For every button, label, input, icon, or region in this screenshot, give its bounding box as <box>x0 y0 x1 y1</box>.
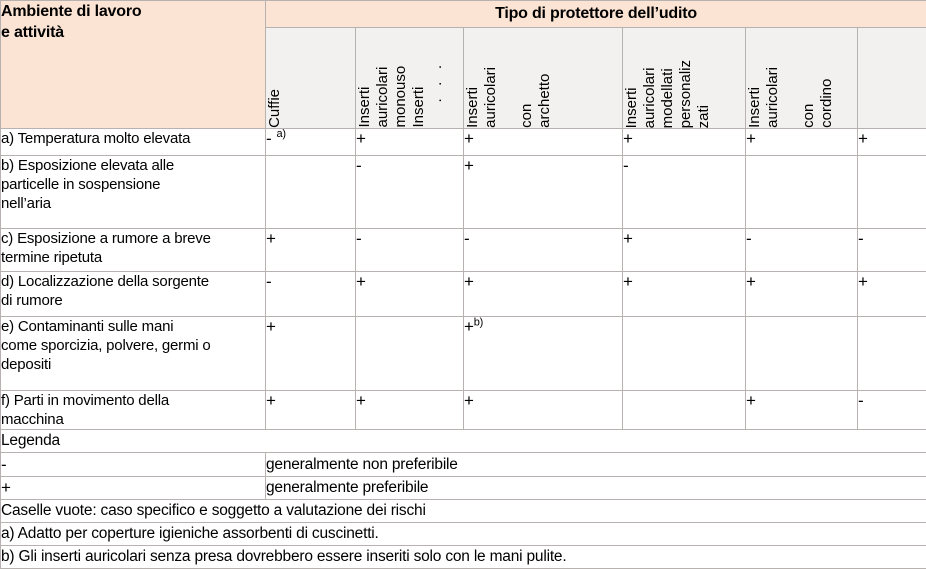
cell-a-modellati: + <box>622 128 746 156</box>
col-header-inserti-auricolari-con-cordino: Inserti auricolari con cordino <box>745 27 858 129</box>
cell-d-monouso: + <box>355 271 464 317</box>
legend-row-plus: + generalmente preferibile <box>0 476 926 500</box>
legend-symbol-minus: - <box>0 452 266 477</box>
cell-f-cuffie: + <box>265 390 356 430</box>
cell-b-empty-col <box>856 155 926 229</box>
col-header-inserti-auricolari-con-archetto: Inserti auricolari con archetto <box>463 27 623 129</box>
row-a-label: a) Temperatura molto elevata <box>0 128 266 156</box>
header-row-protectors: Cuffie Inserti auricolari monouso Insert… <box>1 27 926 129</box>
cell-b-monouso: - <box>355 155 464 229</box>
footnote-a: a) Adatto per coperture igieniche assorb… <box>0 522 926 546</box>
col-header-modellati-label: Inserti auricolari modellati personaliz … <box>623 59 713 128</box>
cell-a-empty-col: + <box>856 128 926 156</box>
row-f-label: f) Parti in movimento della macchina <box>0 390 266 430</box>
cell-c-modellati: + <box>622 228 746 272</box>
footnote-marker-a: a) <box>276 128 286 141</box>
empty-cells-note-row: Caselle vuote: caso specifico e soggetto… <box>0 499 926 523</box>
table-row-a: a) Temperatura molto elevata - a) + + + +… <box>0 128 926 156</box>
cell-a-cordino: + <box>745 128 858 156</box>
footnote-b-row: b) Gli inserti auricolari senza presa do… <box>0 545 926 569</box>
table-row-e: e) Contaminanti sulle mani come sporcizi… <box>0 316 926 391</box>
cell-b-cuffie <box>265 155 356 229</box>
cell-e-modellati <box>622 316 746 391</box>
col-header-empty <box>856 27 926 129</box>
cell-e-empty-col <box>856 316 926 391</box>
row-c-label: c) Esposizione a rumore a breve termine … <box>0 228 266 272</box>
col-header-monouso-label: Inserti auricolari monouso Inserti . . . <box>356 65 446 128</box>
empty-cells-note: Caselle vuote: caso specifico e soggetto… <box>0 499 926 523</box>
row-e-label: e) Contaminanti sulle mani come sporcizi… <box>0 316 266 391</box>
corner-header-ambiente-di-lavoro: Ambiente di lavoro e attività <box>0 0 266 129</box>
legend-meaning-plus: generalmente preferibile <box>264 476 926 500</box>
col-header-cordino-label: Inserti auricolari con cordino <box>746 67 836 128</box>
legend-meaning-minus: generalmente non preferibile <box>264 452 926 477</box>
cell-b-archetto: + <box>463 155 623 229</box>
col-header-cuffie-label: Cuffie <box>266 89 284 128</box>
group-header-tipo-di-protettore: Tipo di protettore dell’udito <box>264 0 926 28</box>
cell-d-modellati: + <box>622 271 746 317</box>
cell-d-cuffie: - <box>265 271 356 317</box>
cell-f-archetto: + <box>463 390 623 430</box>
cell-d-empty-col: + <box>856 271 926 317</box>
cell-d-cordino: + <box>745 271 858 317</box>
cell-f-modellati <box>622 390 746 430</box>
col-header-inserti-auricolari-modellati-personalizzati: Inserti auricolari modellati personaliz … <box>622 27 746 129</box>
cell-f-empty-col: - <box>856 390 926 430</box>
legend-title-row: Legenda <box>0 429 926 453</box>
cell-e-cordino <box>745 316 858 391</box>
legend-title: Legenda <box>0 429 926 453</box>
cell-f-monouso: + <box>355 390 464 430</box>
table-row-b: b) Esposizione elevata alle particelle i… <box>0 155 926 229</box>
table-row-c: c) Esposizione a rumore a breve termine … <box>0 228 926 272</box>
row-b-label: b) Esposizione elevata alle particelle i… <box>0 155 266 229</box>
header-row-top: Ambiente di lavoro e attività Tipo di pr… <box>0 0 926 129</box>
cell-a-monouso: + <box>355 128 464 156</box>
cell-b-cordino <box>745 155 858 229</box>
cell-a-cuffie: - a) <box>265 128 356 156</box>
cell-c-empty-col: - <box>856 228 926 272</box>
legend-symbol-plus: + <box>0 476 266 500</box>
col-header-cuffie: Cuffie <box>265 27 356 129</box>
legend-row-minus: - generalmente non preferibile <box>0 452 926 477</box>
col-header-archetto-label: Inserti auricolari con archetto <box>464 67 554 128</box>
cell-e-monouso <box>355 316 464 391</box>
cell-c-monouso: - <box>355 228 464 272</box>
cell-e-cuffie: + <box>265 316 356 391</box>
cell-b-modellati: - <box>622 155 746 229</box>
cell-c-archetto: - <box>463 228 623 272</box>
table-row-f: f) Parti in movimento della macchina + +… <box>0 390 926 430</box>
cell-c-cuffie: + <box>265 228 356 272</box>
cell-e-archetto: +b) <box>463 316 623 391</box>
cell-f-cordino: + <box>745 390 858 430</box>
footnote-marker-b: b) <box>473 316 484 329</box>
cell-c-cordino: - <box>745 228 858 272</box>
row-d-label: d) Localizzazione della sorgente di rumo… <box>0 271 266 317</box>
footnote-b: b) Gli inserti auricolari senza presa do… <box>0 545 926 569</box>
table-row-d: d) Localizzazione della sorgente di rumo… <box>0 271 926 317</box>
cell-a-archetto: + <box>463 128 623 156</box>
footnote-a-row: a) Adatto per coperture igieniche assorb… <box>0 522 926 546</box>
cell-d-archetto: + <box>463 271 623 317</box>
col-header-inserti-auricolari-monouso: Inserti auricolari monouso Inserti . . . <box>355 27 464 129</box>
